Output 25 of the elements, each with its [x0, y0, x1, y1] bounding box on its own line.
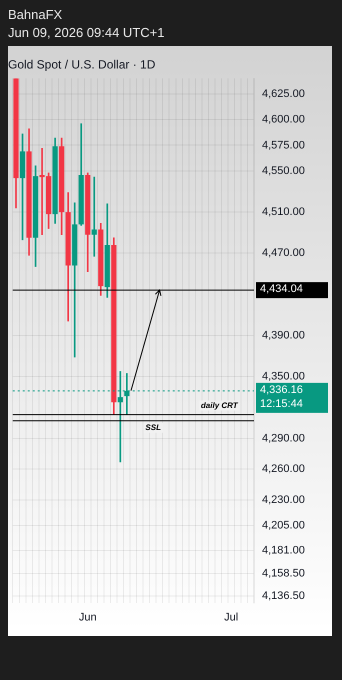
- y-tick-label: 4,290.00: [262, 432, 305, 444]
- y-tick-label: 4,550.00: [262, 164, 305, 177]
- y-tick-label: 4,470.00: [262, 247, 305, 260]
- x-tick-label: Jun: [78, 611, 97, 624]
- y-tick-label: 4,575.00: [262, 139, 305, 152]
- text: BahnaFX: [8, 6, 64, 24]
- y-tick-label: 4,350.00: [262, 370, 305, 383]
- y-tick-label: 4,181.00: [262, 544, 305, 556]
- candlestick: [20, 134, 26, 240]
- y-tick-label: 4,158.50: [262, 568, 305, 580]
- y-tick-label: 4,625.00: [262, 88, 305, 100]
- y-tick-label: 4,510.00: [262, 206, 305, 218]
- chart-title: Gold Spot / U.S. Dollar · 1D: [8, 58, 156, 72]
- y-tick-label: 4,600.00: [262, 114, 305, 126]
- y-tick-label: 4,230.00: [262, 494, 305, 506]
- x-tick-label: Jul: [224, 611, 238, 624]
- y-tick-label: 4,260.00: [262, 463, 305, 476]
- y-tick-label: 4,205.00: [262, 520, 305, 532]
- ref-line-label: daily CRT: [200, 400, 239, 410]
- y-tick-label: 4,136.50: [262, 590, 305, 602]
- ref-line-label: SSL: [145, 423, 162, 432]
- y-tick-label: 4,390.00: [262, 329, 305, 342]
- ref-line-label: 4,434.04: [260, 283, 303, 296]
- chart-subtitle: Jun 09, 2026 09:44 UTC+1: [8, 24, 166, 42]
- ref-line-label: 4,336.16 12:15:44: [260, 384, 303, 410]
